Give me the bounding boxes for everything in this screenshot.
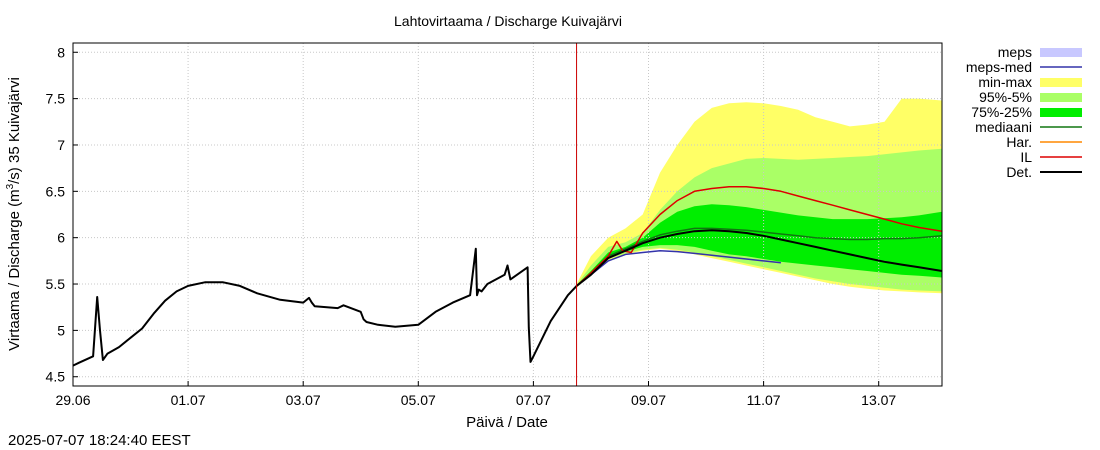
legend-label-75pct-25pct: 75%-25% (971, 104, 1032, 120)
y-tick-label: 6.5 (46, 183, 66, 199)
legend-label-95pct-5pct: 95%-5% (979, 89, 1032, 105)
x-tick-label: 13.07 (861, 392, 896, 408)
legend-label-il: IL (1020, 149, 1032, 165)
y-tick-labels: 4.5 5 5.5 6 6.5 7 7.5 8 (46, 44, 66, 384)
y-axis-label-prefix: Virtaama / Discharge (m (6, 189, 23, 350)
x-tick-label: 03.07 (286, 392, 321, 408)
y-tick-label: 6 (57, 230, 65, 246)
series-layer (72, 185, 943, 367)
series-line-mediaani (576, 227, 943, 287)
x-axis-label: Päivä / Date (466, 414, 548, 431)
y-tick-label: 4.5 (46, 369, 66, 385)
legend-label-mediaani: mediaani (975, 119, 1032, 135)
x-tick-labels: 29.06 01.07 03.07 05.07 07.07 09.07 11.07 13.07 (55, 392, 896, 408)
chart-title: Lahtovirtaama / Discharge Kuivajärvi (394, 13, 622, 29)
gridlines-layer (72, 43, 942, 386)
y-axis-label: Virtaama / Discharge (m3/s) 35 Kuivajärv… (5, 77, 23, 351)
x-tick-label: 29.06 (55, 392, 90, 408)
y-tick-label: 8 (57, 44, 65, 60)
x-tick-label: 09.07 (631, 392, 666, 408)
bands-layer (576, 98, 942, 294)
y-axis-label-suffix: /s) 35 Kuivajärvi (6, 77, 23, 184)
legend-label-min-max: min-max (978, 74, 1032, 90)
legend-label-har: Har. (1006, 134, 1032, 150)
y-tick-label: 7.5 (46, 91, 66, 107)
legend: mepsmeps-medmin-max95%-5%75%-25%mediaani… (966, 44, 1082, 180)
series-line-il (576, 185, 943, 287)
y-tick-label: 5.5 (46, 276, 66, 292)
series-line-det (72, 229, 943, 367)
timestamp: 2025-07-07 18:24:40 EEST (8, 432, 191, 449)
legend-swatch-min-max (1040, 78, 1082, 87)
legend-label-det: Det. (1006, 164, 1032, 180)
series-line-meps-med (576, 249, 781, 287)
x-tick-label: 01.07 (171, 392, 206, 408)
legend-swatch-75pct-25pct (1040, 108, 1082, 117)
x-tick-label: 07.07 (516, 392, 551, 408)
plot-frame (72, 42, 943, 387)
x-tick-label: 11.07 (747, 392, 781, 408)
legend-label-meps-med: meps-med (966, 59, 1032, 75)
band-75pct-25pct (576, 204, 942, 287)
y-tick-label: 5 (57, 322, 65, 338)
y-axis-label-sup: 3 (5, 183, 16, 189)
legend-label-meps: meps (998, 44, 1032, 60)
legend-swatch-95pct-5pct (1040, 93, 1082, 102)
y-tick-label: 7 (57, 137, 65, 153)
x-tick-label: 05.07 (401, 392, 436, 408)
legend-swatch-meps (1040, 48, 1082, 57)
